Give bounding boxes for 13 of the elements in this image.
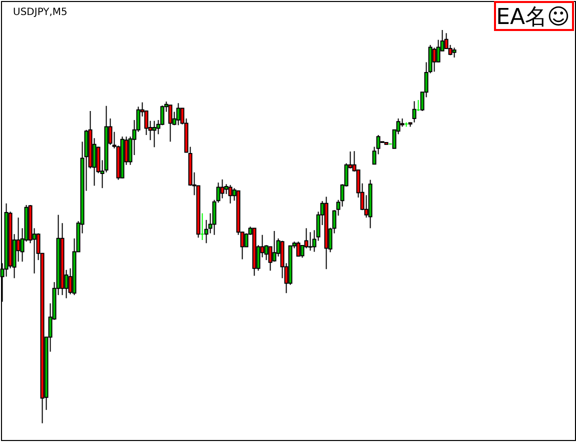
candlestick	[432, 47, 436, 72]
candlestick	[220, 178, 224, 199]
text: EA名☺	[496, 5, 570, 30]
candlestick	[452, 47, 456, 58]
candlestick	[412, 100, 416, 123]
candlestick	[152, 120, 156, 148]
chart-title: USDJPY,M5	[13, 7, 68, 18]
candlestick	[168, 104, 172, 142]
candlestick	[176, 102, 180, 126]
candlestick	[308, 232, 312, 252]
candlestick	[228, 184, 232, 204]
candlestick	[296, 241, 300, 258]
candlestick	[272, 230, 276, 262]
